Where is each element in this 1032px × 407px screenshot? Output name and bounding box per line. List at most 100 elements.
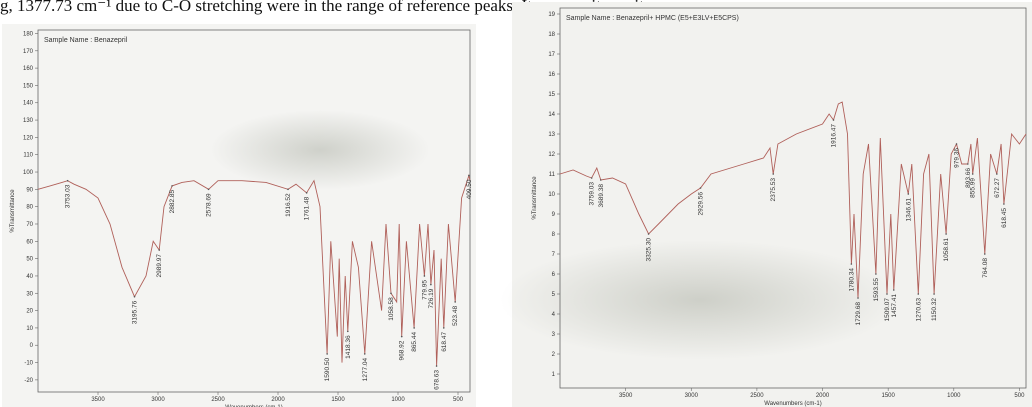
peak-label: 3195.76 [132,300,139,324]
y-tick-label: 60 [26,239,33,245]
peak-marker [699,187,702,189]
x-tick-label: 3000 [685,393,699,399]
peak-marker [158,249,161,251]
x-tick-label: 1500 [331,397,345,403]
peak-marker [454,301,456,303]
y-tick-label: 30 [26,291,33,297]
y-tick-label: 170 [23,49,34,55]
spectrum-line [559,101,1027,299]
peak-marker [832,119,835,121]
peak-marker [207,188,210,191]
peak-marker [305,192,308,194]
peak-label: 893.66 [965,168,972,188]
y-tick-label: 180 [23,31,34,37]
peak-marker [590,177,593,179]
x-tick-label: 3000 [151,397,165,403]
peak-label: 2375.53 [770,178,777,202]
y-tick-label: 15 [548,92,555,98]
y-tick-label: 40 [26,274,33,280]
peak-marker [133,295,136,298]
peak-label: 1457.41 [891,294,898,318]
x-tick-label: 500 [1014,393,1025,399]
y-tick-label: 80 [26,205,33,211]
y-tick-label: 140 [23,101,34,107]
peak-label: 2578.69 [206,193,213,217]
y-tick-label: 6 [552,272,556,278]
x-tick-label: 2000 [816,393,830,399]
y-tick-label: 13 [548,132,555,138]
peak-label: 2929.56 [698,192,705,216]
y-tick-label: 120 [23,135,34,141]
peak-label: 523.48 [452,306,459,326]
peak-label: 3689.38 [598,184,605,208]
y-axis-label: %Transmittance [10,189,16,233]
x-tick-label: 1500 [881,393,895,399]
peak-marker [430,283,432,286]
x-tick-label: 3500 [619,393,633,399]
x-tick-label: 1000 [947,393,961,399]
chart-title: Sample Name : Benazepril+ HPMC (E5+E3LV+… [566,15,739,22]
y-tick-label: 4 [552,312,556,318]
peak-label: 1346.61 [905,198,912,222]
peak-marker [468,174,470,177]
y-tick-label: 8 [552,232,556,238]
y-tick-label: 2 [552,352,556,358]
peak-label: 1916.52 [285,193,292,217]
peak-label: 1593.55 [873,278,880,302]
y-tick-label: 20 [26,309,33,315]
peak-label: 1270.63 [915,298,922,322]
y-tick-label: 18 [548,32,555,38]
y-axis-label: %Transmittance [532,176,538,220]
peak-label: 1509.07 [884,298,891,322]
peak-label: 865.44 [411,332,418,352]
plot-frame [559,7,1027,389]
y-tick-label: 3 [552,332,556,338]
peak-marker [423,275,426,277]
peak-label: 968.92 [399,340,406,360]
peak-label: 409.50 [466,179,473,199]
peak-label: 1150.32 [931,298,938,321]
peak-marker [857,297,859,299]
peak-label: 3753.03 [65,184,72,208]
y-tick-label: 90 [26,187,33,193]
peak-label: 3759.03 [589,182,596,206]
x-tick-label: 1000 [391,397,405,403]
y-tick-label: -20 [24,378,33,384]
peak-label: 1058.58 [388,297,395,321]
peak-marker [886,293,888,295]
y-tick-label: 10 [26,326,33,332]
peak-label: 779.95 [421,280,428,300]
x-axis-label: Wavenumbers (cm-1) [764,401,821,407]
spectrum-line [37,173,471,367]
peak-marker [171,185,173,187]
scan-sheet [2,24,476,407]
y-tick-label: 7 [552,252,556,258]
y-tick-label: 16 [548,72,555,78]
peak-label: 1761.48 [304,196,311,220]
y-tick-label: 130 [23,118,34,124]
y-tick-label: 150 [23,83,34,89]
peak-label: 1277.04 [362,358,369,382]
y-tick-label: 9 [552,212,556,218]
y-tick-label: 160 [23,66,34,72]
x-tick-label: 2000 [271,397,285,403]
peak-label: 1916.47 [831,124,838,148]
peak-label: 1780.34 [848,268,855,292]
peak-label: 678.63 [434,370,441,390]
peak-marker [955,143,958,145]
peak-marker [413,327,415,329]
x-tick-label: 2500 [211,397,225,403]
peak-marker [363,353,366,355]
peak-label: 979.36 [954,148,961,168]
caption: g, 1377.73 cm⁻¹ due to C-O stretching we… [0,0,656,15]
peak-label: 3325.30 [646,238,653,262]
y-tick-label: 110 [23,153,33,159]
peak-marker [346,330,349,333]
plot-frame [37,29,471,393]
y-tick-label: 100 [23,170,34,176]
peak-marker [1003,203,1005,205]
y-tick-label: 19 [548,12,555,18]
peak-label: 1729.68 [855,302,862,326]
